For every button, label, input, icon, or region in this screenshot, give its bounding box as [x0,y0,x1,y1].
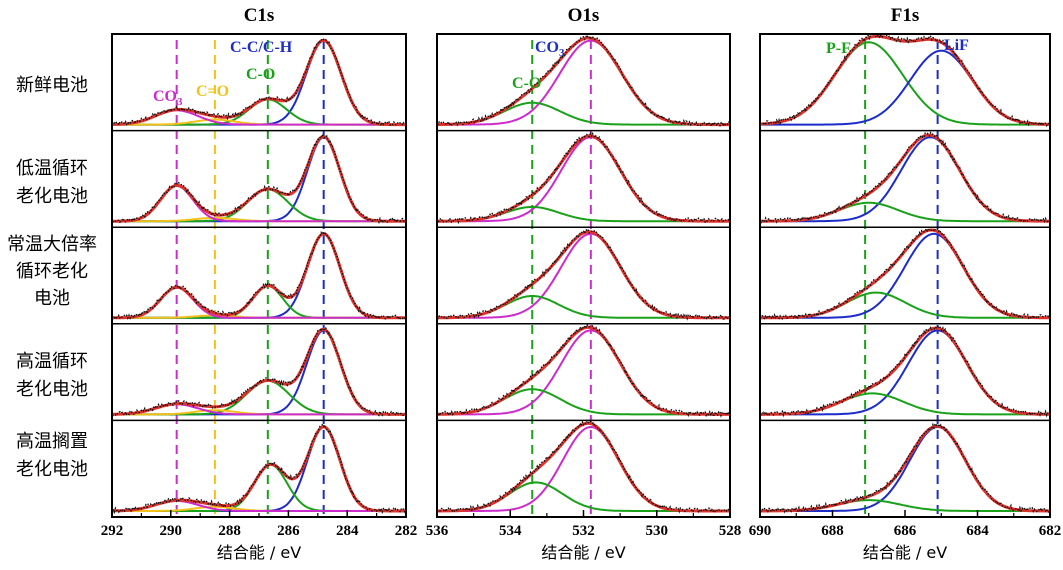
x-tick-label: 290 [160,523,183,539]
envelope-fit [760,228,1050,320]
measured-data [759,131,1051,225]
component-peak [112,136,406,223]
measured-data [759,226,1051,321]
row-label: 老化电池 [16,459,88,480]
x-tick-label: 532 [572,523,595,539]
measured-data [436,419,731,514]
peak-annotation: P-F [826,40,851,57]
measured-data [759,325,1051,418]
x-tick-label: 284 [336,523,359,539]
measured-data [436,33,731,128]
measured-data [111,132,407,225]
panel-c1s: C1s 292 290 288 286 284 282 结合能 / eV C-C/C-H C-O C… [101,5,418,562]
component-peak [112,425,406,512]
peak-annotation: C-C/C-H [230,39,293,56]
row-label: 常温大倍率 [7,234,97,255]
measured-data [436,323,731,418]
component-peak [437,232,730,319]
envelope-fit [759,34,1051,126]
measured-data [436,228,731,321]
x-tick-label: 686 [894,523,917,539]
envelope-fit [437,134,730,223]
measured-data [759,33,1051,128]
panel-frame [111,33,407,518]
row-label: 电池 [34,288,70,309]
envelope-fit [111,38,406,127]
panel-frame [436,33,731,518]
x-tick-label: 688 [821,523,844,539]
row-label: 老化电池 [16,186,88,207]
x-tick-label: 534 [499,523,522,539]
x-tick-label: 690 [749,523,772,539]
x-tick-label: 682 [1039,523,1062,539]
component-peak [112,329,406,416]
x-axis-label: 结合能 / eV [217,543,301,562]
envelope-fit [437,36,730,127]
peak-annotation: C-O [246,66,275,83]
peak-annotation: CO3 [153,88,183,108]
component-peak [437,425,730,512]
panel-o1s: O1s 536 534 532 530 528 结合能 / eV CO3 C-O [426,5,742,562]
envelope-fit [112,327,406,416]
row-label: 新鲜电池 [16,75,88,96]
peak-annotation: CO3 [535,39,565,59]
x-axis-label: 结合能 / eV [863,543,947,562]
row-label: 循环老化 [16,261,88,282]
x-tick-label: 530 [646,523,669,539]
component-peak [760,425,1050,512]
envelope-fit [437,230,730,320]
row-label: 老化电池 [16,379,88,400]
x-tick-label: 288 [218,523,241,539]
component-peak [437,329,730,416]
measured-data [111,326,407,417]
x-tick-label: 282 [395,523,418,539]
panel-f1s: F1s 690 688 686 684 682 结合能 / eV P-F LiF [749,5,1062,562]
row-label: 高温循环 [16,351,88,372]
measured-data [436,131,731,225]
measured-data [111,37,407,128]
envelope-fit [112,425,406,513]
envelope-fit [760,326,1050,416]
row-label: 低温循环 [16,158,88,179]
panel-frame [759,33,1051,518]
peak-annotation: C=O [196,83,229,100]
component-peak [760,232,1050,319]
x-tick-label: 292 [101,523,124,539]
x-axis-label: 结合能 / eV [541,543,625,562]
envelope-fit [437,325,730,416]
panel-title: O1s [568,5,600,26]
x-tick-label: 528 [719,523,742,539]
component-peak [437,136,730,223]
x-tick-label: 684 [966,523,989,539]
component-peak [760,136,1050,223]
envelope-fit [437,421,730,513]
component-peak [437,39,730,126]
peak-annotation: LiF [944,37,969,54]
envelope-fit [760,133,1050,223]
row-label: 高温搁置 [16,431,88,452]
panel-title: C1s [244,5,275,26]
envelope-fit [112,134,406,223]
envelope-fit [112,232,406,320]
peak-annotation: C-O [512,75,541,92]
x-tick-label: 286 [277,523,300,539]
panel-title: F1s [891,5,920,26]
measured-data [111,229,407,321]
x-tick-label: 536 [426,523,449,539]
measured-data [111,423,407,515]
